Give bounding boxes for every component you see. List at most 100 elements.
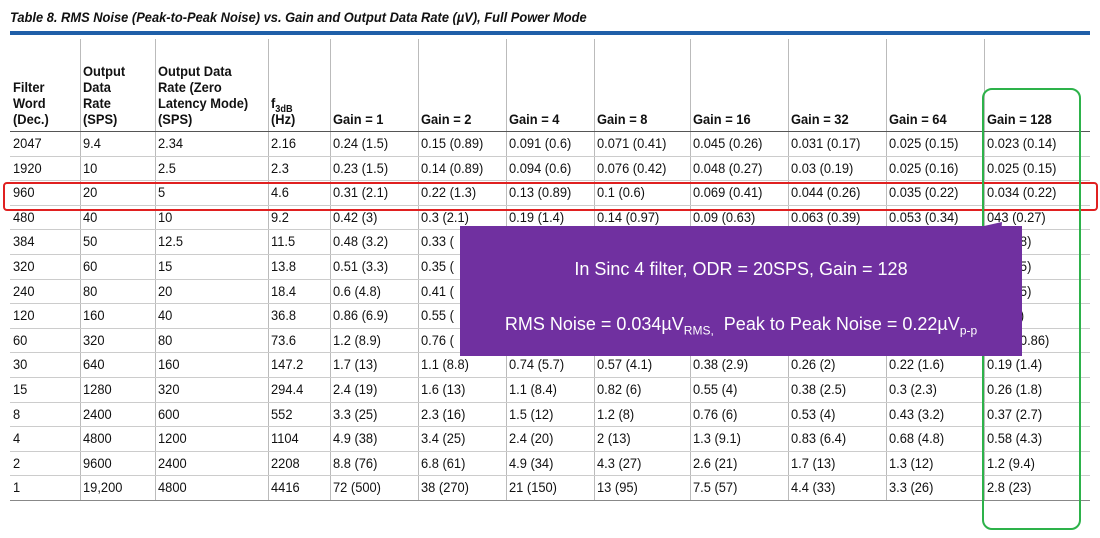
table-cell: 1200 <box>158 430 187 447</box>
table-cell: 2 (13) <box>597 430 631 447</box>
callout-line: In Sinc 4 filter, ODR = 20SPS, Gain = 12… <box>574 259 908 279</box>
table-cell: 6.8 (61) <box>421 454 466 471</box>
table-cell: 0.076 (0.42) <box>597 159 667 176</box>
table-cell: 4 <box>13 430 21 447</box>
table-cell: 0.38 (2.9) <box>693 356 749 373</box>
table-cell: 20 <box>158 282 173 299</box>
table-cell: 1920 <box>13 159 42 176</box>
table-cell: 0.42 (3) <box>333 208 378 225</box>
table-cell: 4416 <box>271 479 300 496</box>
table-cell: 1.3 (9.1) <box>693 430 741 447</box>
table-cell: 7.5 (57) <box>693 479 738 496</box>
column-header: Gain = 2 <box>421 111 472 127</box>
table-cell: 320 <box>83 331 105 348</box>
table-cell: 0.19 (1.4) <box>987 356 1043 373</box>
table-cell: 4.9 (38) <box>333 430 378 447</box>
table-cell: 9.2 <box>271 208 289 225</box>
table-cell: 0.063 (0.39) <box>791 208 861 225</box>
table-cell: 4800 <box>83 430 112 447</box>
callout-text: Peak to Peak Noise = 0.22µV <box>713 314 960 334</box>
table-cell: 21 (150) <box>509 479 557 496</box>
table-cell: 320 <box>158 381 180 397</box>
table-cell: 147.2 <box>271 356 304 373</box>
table-cell: 0.74 (5.7) <box>509 356 565 373</box>
table-cell: 1.3 (12) <box>889 454 934 471</box>
bottom-rule <box>10 500 1090 501</box>
table-cell: 0.41 ( <box>421 282 454 299</box>
table-cell: 120 <box>13 307 35 324</box>
table-cell: 0.55 ( <box>421 307 454 324</box>
table-cell: 0.023 (0.14) <box>987 135 1057 151</box>
table-cell: 0.35 ( <box>421 258 454 274</box>
table-cell: 1280 <box>83 381 112 397</box>
row-rule <box>10 155 1090 157</box>
column-header: Gain = 1 <box>333 111 384 127</box>
table-cell: 0.83 (6.4) <box>791 430 847 447</box>
table-cell: 10 <box>83 159 98 176</box>
table-cell: 18.4 <box>271 282 297 299</box>
column-header: f3dB <box>271 95 293 118</box>
table-cell: 73.6 <box>271 331 297 348</box>
callout-subscript: RMS, <box>683 323 714 338</box>
table-cell: 0.76 (6) <box>693 405 738 422</box>
table-cell: 0.82 (6) <box>597 381 642 397</box>
table-cell: 80 <box>83 282 98 299</box>
table-cell: 5 <box>158 184 166 201</box>
table-cell: 0.025 (0.16) <box>889 159 959 176</box>
callout-text: RMS Noise = 0.034µV <box>504 314 684 334</box>
table-cell: 240 <box>13 282 35 299</box>
table-cell: 2 <box>13 454 21 471</box>
column-header: Latency Mode) <box>158 95 249 111</box>
column-header: Gain = 32 <box>791 111 849 127</box>
table-cell: 0.031 (0.17) <box>791 135 861 151</box>
table-cell: 0.094 (0.6) <box>509 159 572 176</box>
table-cell: 1104 <box>271 430 299 447</box>
table-cell: 0.76 ( <box>421 331 454 348</box>
table-cell: 2400 <box>83 405 112 422</box>
callout-subscript: p-p <box>959 323 978 338</box>
column-header: Gain = 16 <box>693 111 751 127</box>
row-rule <box>10 180 1090 182</box>
table-cell: 4.3 (27) <box>597 454 642 471</box>
table-cell: 80 <box>158 331 173 348</box>
table-cell: 2.4 (20) <box>509 430 554 447</box>
header-symbol: f <box>271 95 276 111</box>
table-cell: 0.025 (0.15) <box>987 159 1057 176</box>
table-cell: 1.7 (13) <box>333 356 378 373</box>
table-cell: 0.43 (3.2) <box>889 405 945 422</box>
table-cell: 0.045 (0.26) <box>693 135 763 151</box>
column-rule <box>80 39 81 500</box>
table-cell: 0.24 (1.5) <box>333 135 389 151</box>
table-cell: 2.6 (21) <box>693 454 738 471</box>
table-cell: 160 <box>158 356 180 373</box>
table-cell: 2.8 (23) <box>987 479 1032 496</box>
row-rule <box>10 401 1090 403</box>
table-cell: 3.3 (25) <box>333 405 378 422</box>
column-header: Gain = 8 <box>597 111 648 127</box>
table-cell: 0.38 (2.5) <box>791 381 847 397</box>
table-cell: 50 <box>83 233 98 250</box>
table-cell: 20 <box>83 184 98 201</box>
table-cell: 15 <box>158 258 173 274</box>
table-cell: 0.55 (4) <box>693 381 738 397</box>
table-cell: 0.1 (0.6) <box>597 184 645 201</box>
table-cell: 0.33 ( <box>421 233 454 250</box>
column-header: (SPS) <box>83 111 118 127</box>
table-cell: 294.4 <box>271 381 304 397</box>
table-cell: 13 (95) <box>597 479 638 496</box>
table-cell: 9.4 <box>83 135 101 151</box>
header-rule <box>10 131 1090 132</box>
table-cell: 19,200 <box>83 479 123 496</box>
column-header: Output Data <box>158 63 232 79</box>
column-header: Gain = 64 <box>889 111 947 127</box>
table-cell: 36.8 <box>271 307 297 324</box>
table-cell: 10 <box>158 208 173 225</box>
table-cell: 0.03 (0.19) <box>791 159 854 176</box>
table-cell: 2.16 <box>271 135 297 151</box>
table-cell: 0.26 (1.8) <box>987 381 1043 397</box>
table-cell: 043 (0.27) <box>987 208 1046 225</box>
table-cell: 2.34 <box>158 135 184 151</box>
table-cell: 60 <box>13 331 28 348</box>
table-cell: 960 <box>13 184 35 201</box>
